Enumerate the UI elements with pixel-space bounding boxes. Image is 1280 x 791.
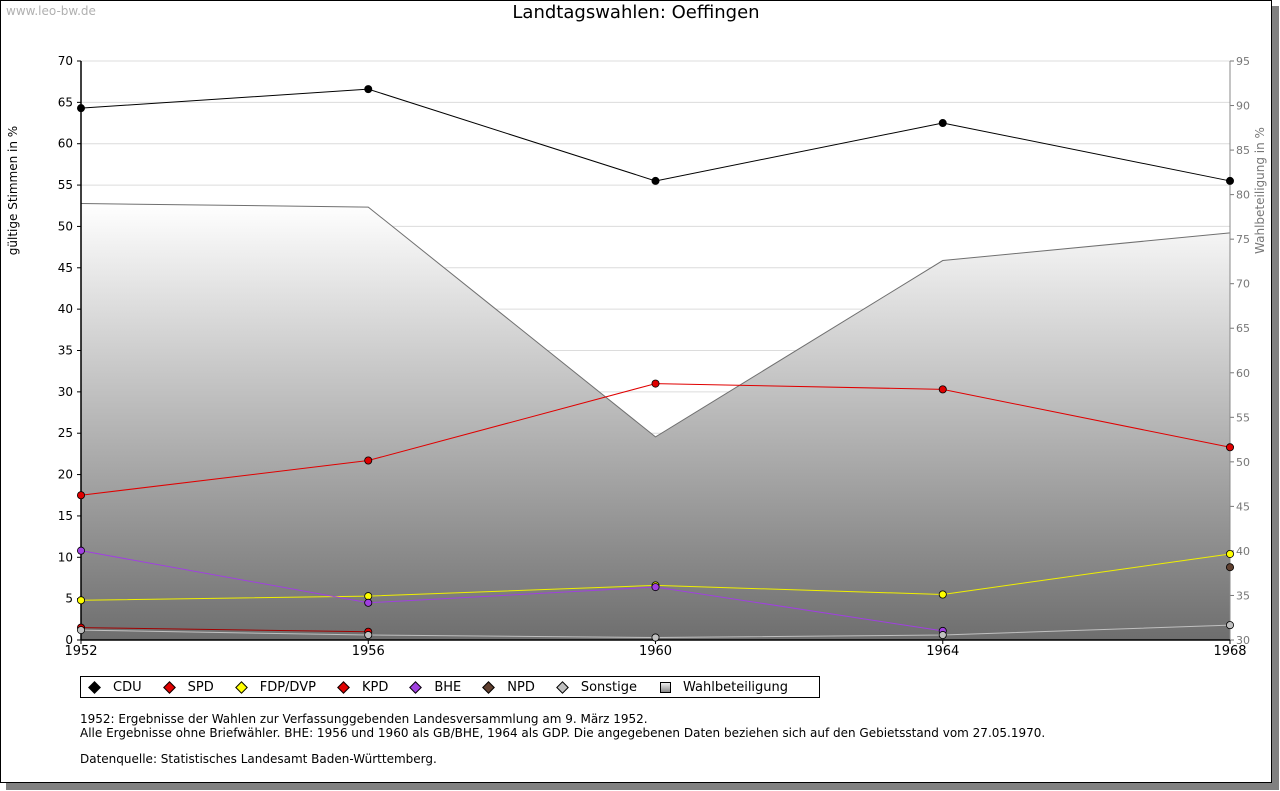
legend-item: KPD (337, 679, 389, 695)
data-point-cdu (364, 85, 373, 94)
legend-marker-icon (88, 680, 101, 694)
data-point-cdu (938, 119, 947, 128)
data-point-sonstige (364, 631, 373, 640)
y-tick-label: 25 (58, 426, 73, 440)
data-point-fdp-dvp (77, 596, 86, 605)
y2-tick-label: 85 (1236, 144, 1250, 157)
y-axis-title: gültige Stimmen in % (6, 126, 20, 255)
y-tick-label: 55 (58, 178, 73, 192)
data-point-spd (1226, 443, 1235, 452)
footnotes: 1952: Ergebnisse der Wahlen zur Verfassu… (80, 712, 1045, 766)
data-point-spd (938, 385, 947, 394)
legend-item: Sonstige (555, 679, 638, 695)
x-tick-label: 1960 (639, 644, 672, 659)
series-line-kpd (80, 627, 369, 633)
x-tick-label: 1956 (352, 644, 385, 659)
legend-marker-icon (409, 680, 423, 694)
legend-item: BHE (409, 679, 462, 695)
data-point-bhe (364, 598, 373, 607)
legend-label: FDP/DVP (259, 679, 316, 695)
data-point-fdp-dvp (364, 592, 373, 601)
y2-axis-title: Wahlbeteiligung in % (1253, 127, 1267, 254)
y-tick-label: 65 (58, 95, 73, 109)
legend-label: Wahlbeteiligung (683, 679, 789, 695)
y2-tick-label: 40 (1236, 545, 1250, 558)
y2-tick-label: 50 (1236, 456, 1250, 469)
data-point-sonstige (938, 631, 947, 640)
y2-tick-label: 90 (1236, 100, 1250, 113)
y-tick-label: 35 (58, 344, 73, 358)
data-point-sonstige (1226, 621, 1235, 630)
x-tick-label: 1968 (1213, 644, 1246, 659)
chart-title: Landtagswahlen: Oeffingen (512, 2, 760, 23)
y2-tick-label: 95 (1236, 55, 1250, 68)
y2-tick-label: 75 (1236, 233, 1250, 246)
data-point-cdu (1226, 176, 1235, 185)
x-tick-label: 1952 (64, 644, 97, 659)
chart-legend: CDU SPD FDP/DVP KPD BHE NPD Sonstige Wahlbeteil… (80, 676, 820, 698)
data-point-fdp-dvp (1226, 549, 1235, 558)
y-tick-label: 30 (58, 385, 73, 399)
y-tick-label: 0 (65, 633, 73, 647)
y-tick-label: 70 (58, 54, 73, 68)
legend-item: SPD (162, 679, 214, 695)
data-point-bhe (77, 546, 86, 555)
y2-tick-label: 55 (1236, 411, 1250, 424)
frame-shadow-bottom (6, 783, 1279, 790)
y-tick-label: 5 (65, 592, 73, 606)
legend-marker-icon (234, 680, 248, 694)
y-tick-label: 50 (58, 219, 73, 233)
y2-tick-label: 35 (1236, 589, 1250, 602)
legend-item: FDP/DVP (234, 679, 316, 695)
turnout-line (80, 203, 1231, 438)
data-source: Datenquelle: Statistisches Landesamt Bad… (80, 752, 437, 766)
chart-plot: 0 5 10 15 20 25 30 35 40 45 50 55 60 65 70 30 35 40 45 50 55… (6, 54, 1267, 659)
legend-label: Sonstige (580, 679, 638, 695)
data-point-cdu (77, 104, 86, 113)
x-tick-label: 1964 (926, 644, 959, 659)
y-tick-label: 45 (58, 261, 73, 275)
data-point-npd (1226, 563, 1235, 572)
data-point-spd (651, 379, 660, 388)
y2-tick-label: 60 (1236, 367, 1250, 380)
legend-item: Wahlbeteiligung (660, 680, 788, 695)
data-point-bhe (651, 583, 660, 592)
legend-item: NPD (482, 679, 535, 695)
y-tick-label: 10 (58, 550, 73, 564)
footnote-1952: 1952: Ergebnisse der Wahlen zur Verfassu… (80, 712, 648, 726)
data-point-fdp-dvp (938, 590, 947, 599)
legend-marker-icon (337, 680, 350, 694)
series-line-bhe (80, 550, 943, 632)
y-tick-label: 60 (58, 137, 73, 151)
y-tick-label: 15 (58, 509, 73, 523)
legend-label: KPD (361, 679, 389, 695)
y2-tick-label: 30 (1236, 634, 1250, 647)
legend-marker-icon (482, 680, 496, 694)
legend-marker-icon (162, 680, 176, 694)
legend-label: NPD (507, 679, 535, 695)
y2-tick-label: 65 (1236, 322, 1250, 335)
data-point-spd (77, 491, 86, 500)
footnote-general: Alle Ergebnisse ohne Briefwähler. BHE: 1… (80, 726, 1046, 740)
y2-tick-label: 70 (1236, 278, 1250, 291)
legend-label: BHE (434, 679, 462, 695)
legend-marker-icon (555, 680, 569, 694)
legend-item: CDU (88, 679, 142, 695)
series-line-cdu (80, 88, 1231, 182)
legend-swatch-icon (660, 681, 672, 693)
legend-label: CDU (113, 679, 142, 695)
data-point-spd (364, 456, 373, 465)
y2-tick-label: 45 (1236, 500, 1250, 513)
y2-tick-label: 80 (1236, 189, 1250, 202)
turnout-area (81, 203, 1230, 640)
data-point-cdu (651, 176, 660, 185)
y-tick-label: 20 (58, 468, 73, 482)
y-tick-label: 40 (58, 302, 73, 316)
legend-label: SPD (187, 679, 214, 695)
watermark: www.leo-bw.de (6, 4, 96, 18)
frame-shadow-right (1272, 6, 1279, 789)
data-point-sonstige (651, 633, 660, 642)
data-point-sonstige (77, 626, 86, 635)
